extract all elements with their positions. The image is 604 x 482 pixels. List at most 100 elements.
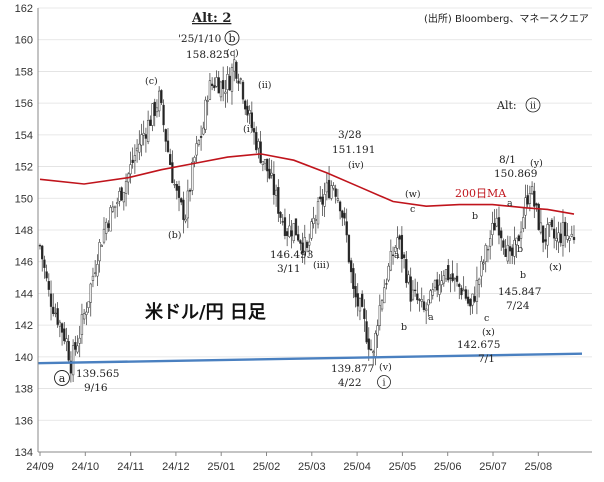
source-note: (出所) Bloomberg、マネースクエア — [424, 12, 589, 25]
candle-body — [87, 301, 90, 308]
candle-body — [270, 172, 273, 176]
wave-c-top: (c) — [145, 76, 158, 87]
y-tick-label: 160 — [15, 35, 33, 47]
high-b-date: '25/1/10 — [178, 33, 221, 45]
candle-body — [447, 265, 450, 281]
candle-body — [71, 345, 75, 376]
x-tick-label: 25/06 — [434, 461, 462, 473]
candle-body — [466, 296, 470, 304]
candle-body — [85, 311, 88, 315]
candle-body — [389, 250, 393, 271]
candle-body — [535, 203, 538, 206]
candle-body — [402, 254, 406, 259]
candle-body — [153, 101, 156, 116]
candle-body — [464, 289, 468, 299]
wave-i: (i) — [243, 124, 253, 135]
candle-body — [133, 155, 137, 162]
candle-body — [325, 182, 329, 193]
candle-body — [76, 345, 79, 353]
low-724-date: 7/24 — [506, 300, 530, 312]
support-trend-line — [37, 352, 583, 365]
candle-body — [374, 333, 377, 357]
candle-body — [193, 157, 196, 162]
candle-body — [438, 284, 441, 295]
candle-body — [422, 301, 426, 310]
candle-body — [383, 287, 386, 304]
candle-body — [239, 78, 242, 80]
candle-body — [169, 154, 172, 165]
candle-body — [332, 185, 335, 189]
candle-body — [396, 237, 399, 249]
low-a-value: 139.565 — [76, 368, 119, 380]
candle-body — [502, 240, 505, 248]
candle-body — [365, 321, 368, 343]
candle-body — [43, 259, 46, 268]
wave-i-circle — [377, 375, 391, 389]
candle-body — [252, 128, 256, 133]
wave-b-low: (b) — [168, 230, 182, 241]
candle-body — [94, 272, 97, 274]
y-tick-label: 134 — [15, 447, 33, 459]
candle-body — [570, 233, 573, 237]
candle-body — [268, 168, 271, 179]
candle-body — [530, 186, 534, 195]
candle-body — [511, 247, 514, 256]
x-tick-label: 25/02 — [253, 461, 281, 473]
candle-body — [413, 289, 417, 292]
candle-body — [54, 312, 57, 315]
candle-body — [539, 222, 543, 233]
candle-body — [354, 286, 357, 298]
candle-body — [343, 212, 346, 219]
wave-i-circle-mark: i — [382, 378, 385, 389]
candle-body — [155, 107, 159, 113]
wave-c3: c — [484, 313, 489, 324]
candle-body — [281, 221, 284, 223]
candle-body — [566, 235, 569, 240]
candle-body — [460, 287, 463, 296]
candle-body — [504, 248, 507, 257]
x-axis-ticks: 24/09 24/10 24/11 24/12 25/01 25/02 25/03 25/04… — [26, 452, 552, 473]
candle-body — [369, 348, 373, 351]
candle-body — [279, 212, 282, 218]
candle-body — [202, 127, 205, 135]
y-tick-label: 156 — [15, 98, 33, 110]
candle-body — [217, 77, 220, 94]
candle-body — [308, 241, 311, 246]
x-tick-label: 25/01 — [207, 461, 235, 473]
alt-ii-circle-mark: ii — [530, 101, 536, 112]
candle-body — [38, 245, 42, 247]
alt-ii-circle — [525, 97, 541, 113]
candle-body — [237, 80, 240, 84]
candle-body — [56, 308, 59, 325]
candle-body — [301, 242, 304, 254]
candle-body — [69, 360, 73, 374]
candle-body — [124, 180, 128, 194]
candle-body — [303, 237, 306, 256]
candle-body — [224, 91, 227, 94]
candle-body — [314, 219, 317, 221]
candle-body — [546, 224, 549, 246]
candle-body — [41, 245, 44, 260]
low-311-date: 3/11 — [277, 263, 301, 275]
candle-body — [429, 290, 432, 304]
chart-label: 米ドル/円 日足 — [145, 301, 266, 323]
candle-body — [568, 238, 571, 241]
candle-body — [327, 179, 331, 199]
candle-body — [555, 237, 558, 241]
candle-body — [477, 278, 481, 285]
candle-body — [367, 338, 370, 350]
candle-body — [356, 293, 359, 307]
candle-body — [158, 90, 161, 112]
y-tick-label: 142 — [15, 320, 33, 332]
candle-body — [418, 299, 421, 301]
candle-body — [47, 281, 50, 290]
candle-body — [488, 238, 492, 247]
x-tick-label: 25/08 — [525, 461, 553, 473]
low-71-date: 7/1 — [478, 353, 495, 365]
candle-body — [548, 222, 551, 226]
candle-body — [561, 222, 565, 246]
candle-body — [58, 321, 62, 327]
candle-body — [559, 233, 562, 244]
candle-body — [283, 217, 287, 236]
candle-body — [572, 237, 576, 241]
